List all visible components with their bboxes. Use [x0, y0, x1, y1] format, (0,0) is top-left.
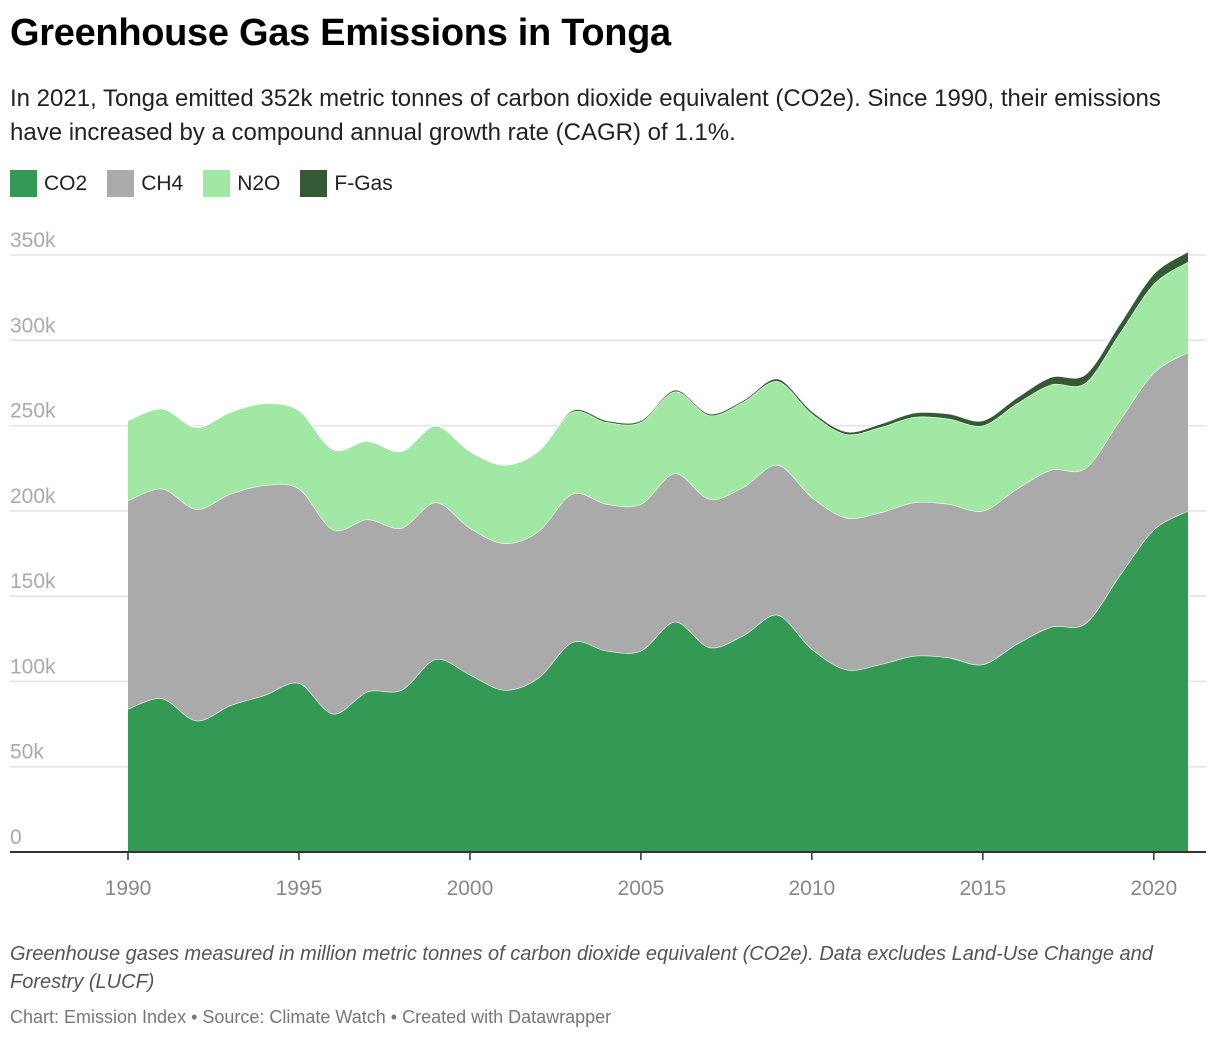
legend-swatch-fgas [300, 170, 328, 197]
x-tick-label: 2005 [618, 877, 665, 900]
y-tick-label: 350k [10, 229, 56, 252]
y-tick-label: 150k [10, 570, 56, 593]
chart-title: Greenhouse Gas Emissions in Tonga [10, 12, 671, 54]
axes: 0 50k 100k 150k 200k 250k 300k 350k 1990 1995 2000… [10, 229, 1206, 900]
legend-label-fgas: F-Gas [334, 171, 393, 195]
legend-item-fgas: F-Gas [300, 170, 393, 197]
chart-notes: Greenhouse gases measured in million met… [10, 943, 1153, 993]
y-tick-label: 50k [10, 741, 44, 764]
x-tick-label: 1990 [105, 877, 152, 900]
x-tick-label: 1995 [276, 877, 323, 900]
y-tick-label: 250k [10, 400, 56, 423]
area-ch4 [128, 352, 1188, 721]
chart-footer: Chart: Emission Index • Source: Climate … [10, 1007, 612, 1027]
legend-item-ch4: CH4 [107, 170, 183, 197]
legend-item-n2o: N2O [203, 170, 280, 197]
legend-label-n2o: N2O [237, 171, 281, 195]
legend-label-co2: CO2 [44, 171, 88, 195]
y-tick-label: 100k [10, 655, 56, 678]
area-co2 [128, 510, 1188, 852]
area-n2o [128, 261, 1188, 544]
legend-label-ch4: CH4 [141, 171, 184, 195]
x-tick-label: 2010 [789, 877, 836, 900]
area-edge-fgas [127, 251, 1189, 466]
x-tick-label: 2000 [447, 877, 494, 900]
legend-swatch-co2 [10, 170, 37, 197]
stacked-area-chart: 0 50k 100k 150k 200k 250k 300k 350k 1990 1995 2000… [10, 229, 1206, 900]
legend-item-co2: CO2 [10, 170, 87, 197]
x-tick-label: 2020 [1130, 877, 1177, 900]
y-tick-label: 300k [10, 314, 56, 337]
x-tick-label: 2015 [959, 877, 1006, 900]
y-tick-label: 200k [10, 485, 56, 508]
chart-subtitle: In 2021, Tonga emitted 352k metric tonne… [10, 85, 1161, 146]
legend-swatch-ch4 [107, 170, 135, 197]
legend: CO2 CH4 N2O F-Gas [10, 170, 413, 197]
y-tick-label: 0 [10, 826, 22, 849]
areas [127, 251, 1189, 852]
legend-swatch-n2o [203, 170, 231, 197]
